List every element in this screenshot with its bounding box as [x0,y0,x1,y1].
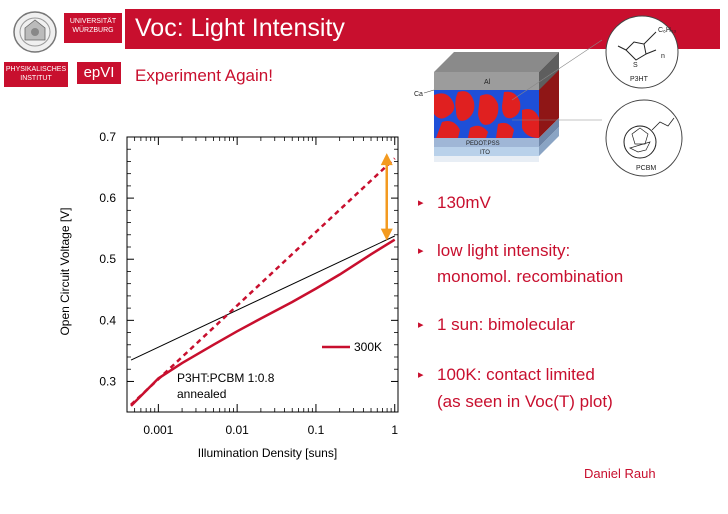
bullet-triangle-icon: ▸ [418,369,424,381]
bullet-triangle-icon: ▸ [418,245,424,257]
author-name: Daniel Rauh [584,466,656,481]
bullet-text: 130mV [437,193,491,212]
y-tick-label: 0.3 [99,374,116,388]
x-tick-label: 0.1 [308,423,325,437]
device-pcbm-label: PCBM [636,165,656,172]
legend-label: 300K [354,340,382,354]
voltage-gap-arrow-head-bottom [380,228,393,241]
bullet-text: monomol. recombination [437,267,624,286]
university-logo-line2: WÜRZBURG [72,27,114,34]
institute-logo-line1: PHYSIKALISCHES [5,66,67,73]
bullet-text: 100K: contact limited [437,365,595,384]
device-al-label: Al [484,79,491,86]
monomolecular-fit-line [130,235,395,361]
device-s-label: S [633,62,638,69]
sample-annotation-line1: P3HT:PCBM 1:0.8 [177,371,275,385]
bullet-triangle-icon: ▸ [418,319,424,331]
y-axis-label: Open Circuit Voltage [V] [58,207,72,335]
y-tick-label: 0.7 [99,130,116,144]
plot-frame [126,136,399,413]
university-seal-icon [13,11,57,53]
y-tick-label: 0.4 [99,313,116,327]
bullet-triangle-icon: ▸ [418,197,424,209]
voc-chart: 0.3 0.4 0.5 0.6 0.7 0.001 0.01 0.1 1 Illumination… [58,130,399,460]
page-title: Voc: Light Intensity [135,14,345,42]
device-ito-label: ITO [480,150,490,156]
y-tick-label: 0.5 [99,252,116,266]
y-tick-label: 0.6 [99,191,116,205]
device-c6h13-label: C₆H₁₃ [658,27,676,34]
series-300k-line [130,238,396,407]
bullet-text: (as seen in Voc(T) plot) [437,392,613,411]
x-tick-label: 0.01 [225,423,249,437]
bimolecular-fit-line [130,157,396,406]
university-logo-line1: UNIVERSITÄT [69,18,117,25]
university-logo: UNIVERSITÄT WÜRZBURG [64,13,122,43]
device-p3ht-label: P3HT [630,76,649,83]
institute-logo-line2: INSTITUT [20,75,52,82]
bullet-text: 1 sun: bimolecular [437,315,575,334]
voltage-gap-arrow-head-top [380,153,393,166]
institute-logo: PHYSIKALISCHES INSTITUT [4,62,68,87]
device-schematic: Al Ca PEDOT:PSS ITO C₆H₁₃ S n P3HT PCBM [414,15,683,177]
device-ca-label: Ca [414,91,423,98]
page-subtitle: Experiment Again! [135,66,273,85]
x-axis-label: Illumination Density [suns] [198,446,337,460]
x-tick-label: 0.001 [143,423,173,437]
device-n-label: n [661,53,665,60]
group-logo: epVI [77,62,121,84]
bullet-text: low light intensity: [437,241,571,260]
device-pedot-label: PEDOT:PSS [466,141,500,147]
sample-annotation-line2: annealed [177,387,226,401]
x-tick-label: 1 [391,423,398,437]
